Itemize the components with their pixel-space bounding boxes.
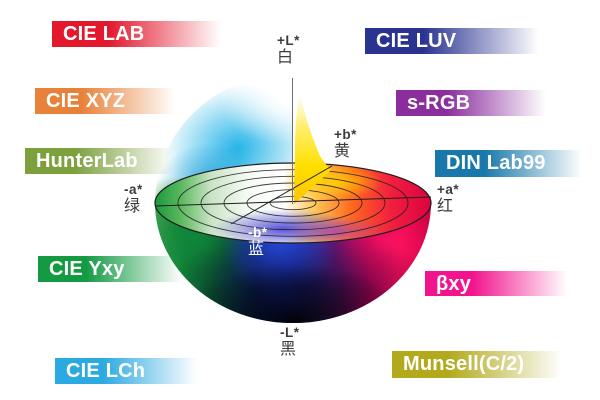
axis-chinese: 白 bbox=[277, 49, 294, 66]
axis-symbol: -b* bbox=[248, 225, 268, 240]
axis-chinese: 蓝 bbox=[248, 241, 265, 258]
badge-din-lab99: DIN Lab99 bbox=[435, 150, 588, 177]
yellow-wedge bbox=[294, 96, 331, 204]
axis-symbol: +b* bbox=[334, 127, 357, 142]
axis-label-minus-l: -L* 黑 bbox=[280, 324, 300, 359]
axis-label-plus-l: +L* 白 bbox=[277, 32, 300, 67]
axis-symbol: +L* bbox=[277, 33, 300, 48]
b-axis-line bbox=[230, 165, 333, 225]
axis-symbol: -a* bbox=[124, 182, 143, 197]
axis-label-minus-a: -a* 绿 bbox=[124, 181, 143, 216]
axis-label-plus-a: +a* 红 bbox=[437, 181, 459, 216]
badge-hunterlab: HunterLab bbox=[25, 148, 179, 174]
axis-chinese: 黑 bbox=[280, 341, 297, 358]
badge-cie-yxy: CIE Yxy bbox=[38, 256, 188, 282]
axis-chinese: 黄 bbox=[334, 143, 351, 160]
axis-chinese: 红 bbox=[437, 198, 454, 215]
badge-cie-lch: CIE LCh bbox=[55, 358, 203, 384]
axis-label-plus-b: +b* 黄 bbox=[334, 126, 357, 161]
badge-bxy: βxy bbox=[425, 271, 573, 296]
axis-chinese: 绿 bbox=[124, 198, 141, 215]
badge-s-rgb: s-RGB bbox=[396, 90, 552, 116]
badge-munsell: Munsell(C/2) bbox=[392, 351, 569, 378]
badge-cie-xyz: CIE XYZ bbox=[35, 88, 181, 114]
axis-label-minus-b: -b* 蓝 bbox=[248, 224, 268, 259]
badge-cie-luv: CIE LUV bbox=[365, 28, 546, 54]
badge-cie-lab: CIE LAB bbox=[52, 21, 228, 47]
axis-symbol: -L* bbox=[280, 325, 300, 340]
axis-symbol: +a* bbox=[437, 182, 460, 197]
